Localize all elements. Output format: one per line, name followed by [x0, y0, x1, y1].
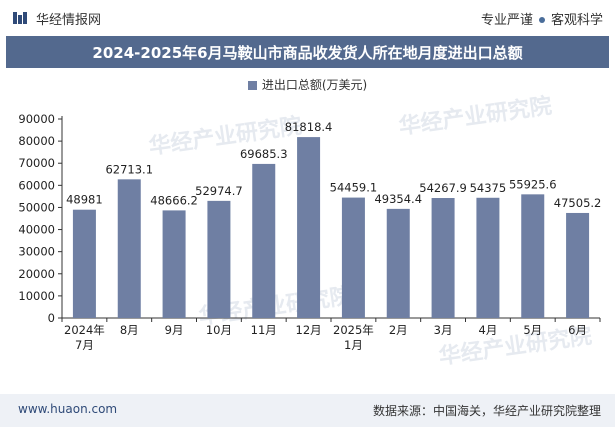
data-label: 69685.3: [240, 147, 288, 161]
bar: [476, 197, 500, 318]
bar: [431, 198, 455, 318]
chart-legend: 进出口总额(万美元): [0, 76, 615, 93]
y-tick-label: 60000: [18, 178, 55, 192]
separator-dot-icon: [538, 16, 545, 23]
title-bar: 2024-2025年6月马鞍山市商品收发货人所在地月度进出口总额: [6, 36, 609, 68]
bar: [117, 179, 141, 318]
x-tick-label: 4月: [479, 323, 498, 337]
y-tick-label: 0: [48, 311, 55, 325]
y-tick-label: 90000: [18, 112, 55, 126]
y-tick-label: 30000: [18, 245, 55, 259]
brand-tags: 专业严谨 客观科学: [481, 9, 603, 28]
tag-objective: 客观科学: [550, 13, 603, 28]
chart-x-tick-labels: 2024年 7月 8月 9月 10月 11月 12月 2025年 1月 2月 3月 4月 5月 6月: [64, 323, 587, 352]
x-tick-label: 12月: [296, 323, 322, 337]
data-label: 55925.6: [509, 177, 557, 191]
x-tick-label: 2月: [389, 323, 408, 337]
x-tick-label: 2024年 7月: [64, 323, 105, 352]
data-label: 49354.4: [374, 192, 422, 206]
footer-source: 数据来源：中国海关，华经产业研究院整理: [372, 404, 601, 418]
data-label: 54459.1: [330, 181, 378, 195]
x-tick-label: 2025年 1月: [333, 323, 374, 352]
x-tick-label: 10月: [206, 323, 232, 337]
chart-title: 2024-2025年6月马鞍山市商品收发货人所在地月度进出口总额: [92, 44, 523, 62]
data-label: 62713.1: [105, 162, 153, 176]
x-tick-label: 3月: [434, 323, 453, 337]
chart-bars: [72, 137, 590, 318]
legend-swatch: [247, 81, 257, 90]
x-tick-label: 5月: [523, 323, 542, 337]
huajing-logo-icon: [13, 12, 27, 24]
bar: [252, 163, 276, 318]
bar: [386, 208, 410, 318]
footer-website: www.huaon.com: [18, 402, 118, 416]
data-label: 52974.7: [195, 184, 243, 198]
data-label: 48981: [66, 193, 103, 207]
chart-axes: [58, 116, 601, 322]
tag-professional: 专业严谨: [480, 13, 533, 28]
y-tick-label: 80000: [18, 134, 55, 148]
bar: [297, 137, 321, 318]
watermark-text: 华经产业研究院: [397, 94, 553, 140]
chart-y-tick-labels: 0 10000 20000 30000 40000 50000 60000 70000 8000…: [18, 112, 55, 325]
footer: www.huaon.com 数据来源：中国海关，华经产业研究院整理: [0, 394, 615, 427]
x-tick-label: 6月: [568, 323, 587, 337]
brand-name: 华经情报网: [36, 13, 102, 28]
y-tick-label: 10000: [18, 289, 55, 303]
data-label: 54375: [470, 181, 507, 195]
y-tick-label: 40000: [18, 223, 55, 237]
bar: [162, 210, 186, 318]
y-tick-label: 50000: [18, 200, 55, 214]
bar: [207, 200, 231, 318]
data-label: 47505.2: [554, 196, 602, 210]
y-tick-label: 70000: [18, 156, 55, 170]
x-tick-label: 8月: [120, 323, 139, 337]
x-tick-label: 9月: [165, 323, 184, 337]
bar: [521, 194, 545, 318]
data-label: 81818.4: [285, 120, 333, 134]
y-tick-label: 20000: [18, 267, 55, 281]
top-bar: 华经情报网 专业严谨 客观科学: [0, 0, 615, 36]
data-label: 48666.2: [150, 193, 198, 207]
bar: [566, 212, 590, 318]
bar: [72, 209, 96, 318]
bar: [341, 197, 365, 318]
x-tick-label: 11月: [251, 323, 277, 337]
legend-label: 进出口总额(万美元): [261, 78, 368, 92]
data-label: 54267.9: [419, 181, 467, 195]
